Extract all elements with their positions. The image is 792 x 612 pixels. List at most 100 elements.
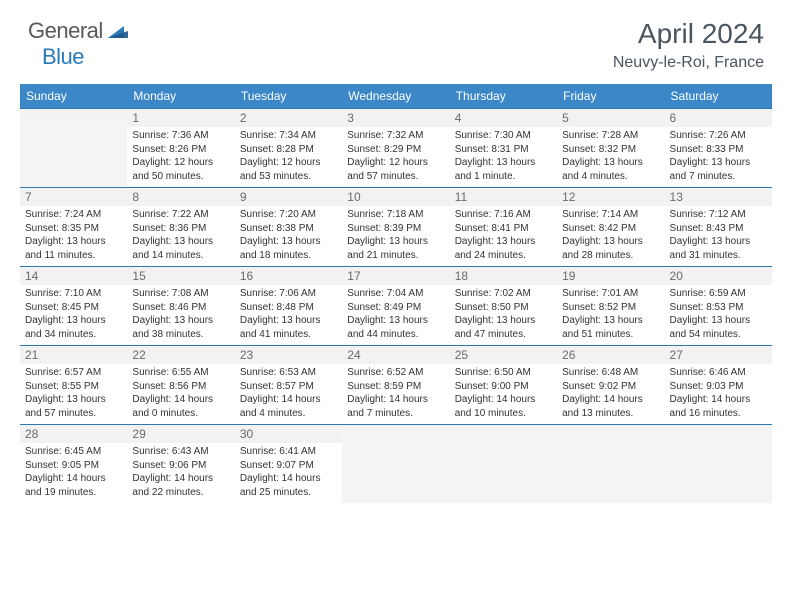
day-number: 26 <box>557 346 664 364</box>
sunrise-text: Sunrise: 6:48 AM <box>562 366 659 380</box>
sunrise-text: Sunrise: 7:36 AM <box>132 129 229 143</box>
day-number: 17 <box>342 267 449 285</box>
day-sun-info: Sunrise: 7:30 AMSunset: 8:31 PMDaylight:… <box>455 129 552 183</box>
day-number: 25 <box>450 346 557 364</box>
daylight-text: Daylight: 12 hours and 57 minutes. <box>347 156 444 183</box>
daylight-text: Daylight: 13 hours and 54 minutes. <box>670 314 767 341</box>
sunset-text: Sunset: 8:46 PM <box>132 301 229 315</box>
calendar-day-cell: 2Sunrise: 7:34 AMSunset: 8:28 PMDaylight… <box>235 109 342 187</box>
calendar-day-cell: 30 Sunrise: 6:41 AMSunset: 9:07 PMDayligh… <box>235 425 342 503</box>
sunrise-text: Sunrise: 7:22 AM <box>132 208 229 222</box>
day-number: 22 <box>127 346 234 364</box>
title-block: April 2024 Neuvy-le-Roi, France <box>613 18 764 72</box>
day-sun-info: Sunrise: 7:01 AMSunset: 8:52 PMDaylight:… <box>562 287 659 341</box>
calendar-day-cell: 22 Sunrise: 6:55 AMSunset: 8:56 PMDayligh… <box>127 346 234 424</box>
day-number: 4 <box>450 109 557 127</box>
sunset-text: Sunset: 8:26 PM <box>132 143 229 157</box>
calendar-day-cell <box>342 425 449 503</box>
daylight-text: Daylight: 14 hours and 22 minutes. <box>132 472 229 499</box>
calendar-day-cell: 5Sunrise: 7:28 AMSunset: 8:32 PMDaylight… <box>557 109 664 187</box>
calendar-grid: Sunday Monday Tuesday Wednesday Thursday… <box>20 84 772 503</box>
day-sun-info: Sunrise: 7:06 AMSunset: 8:48 PMDaylight:… <box>240 287 337 341</box>
weekday-header: Wednesday <box>342 84 449 108</box>
sunset-text: Sunset: 8:36 PM <box>132 222 229 236</box>
weekday-header: Saturday <box>665 84 772 108</box>
sunset-text: Sunset: 8:31 PM <box>455 143 552 157</box>
day-number: 3 <box>342 109 449 127</box>
sunset-text: Sunset: 8:39 PM <box>347 222 444 236</box>
calendar-day-cell: 16 Sunrise: 7:06 AMSunset: 8:48 PMDayligh… <box>235 267 342 345</box>
sunset-text: Sunset: 8:29 PM <box>347 143 444 157</box>
day-sun-info: Sunrise: 7:14 AMSunset: 8:42 PMDaylight:… <box>562 208 659 262</box>
day-number: 19 <box>557 267 664 285</box>
sunrise-text: Sunrise: 7:26 AM <box>670 129 767 143</box>
sunrise-text: Sunrise: 7:08 AM <box>132 287 229 301</box>
sunset-text: Sunset: 8:38 PM <box>240 222 337 236</box>
daylight-text: Daylight: 13 hours and 41 minutes. <box>240 314 337 341</box>
day-sun-info: Sunrise: 7:22 AMSunset: 8:36 PMDaylight:… <box>132 208 229 262</box>
calendar-day-cell: 6Sunrise: 7:26 AMSunset: 8:33 PMDaylight… <box>665 109 772 187</box>
day-sun-info: Sunrise: 7:04 AMSunset: 8:49 PMDaylight:… <box>347 287 444 341</box>
sunset-text: Sunset: 8:50 PM <box>455 301 552 315</box>
day-sun-info: Sunrise: 6:50 AMSunset: 9:00 PMDaylight:… <box>455 366 552 420</box>
sunset-text: Sunset: 8:43 PM <box>670 222 767 236</box>
sunrise-text: Sunrise: 7:14 AM <box>562 208 659 222</box>
weekday-header: Monday <box>127 84 234 108</box>
calendar-day-cell: 15Sunrise: 7:08 AMSunset: 8:46 PMDayligh… <box>127 267 234 345</box>
daylight-text: Daylight: 13 hours and 57 minutes. <box>25 393 122 420</box>
day-sun-info: Sunrise: 6:55 AMSunset: 8:56 PMDaylight:… <box>132 366 229 420</box>
day-sun-info: Sunrise: 6:41 AMSunset: 9:07 PMDaylight:… <box>240 445 337 499</box>
sunset-text: Sunset: 8:35 PM <box>25 222 122 236</box>
sunset-text: Sunset: 8:45 PM <box>25 301 122 315</box>
sunrise-text: Sunrise: 6:55 AM <box>132 366 229 380</box>
daylight-text: Daylight: 13 hours and 44 minutes. <box>347 314 444 341</box>
day-number: 15 <box>127 267 234 285</box>
day-sun-info: Sunrise: 7:10 AMSunset: 8:45 PMDaylight:… <box>25 287 122 341</box>
day-sun-info: Sunrise: 6:53 AMSunset: 8:57 PMDaylight:… <box>240 366 337 420</box>
sunrise-text: Sunrise: 7:20 AM <box>240 208 337 222</box>
sunset-text: Sunset: 8:28 PM <box>240 143 337 157</box>
day-number: 8 <box>127 188 234 206</box>
day-sun-info: Sunrise: 7:12 AMSunset: 8:43 PMDaylight:… <box>670 208 767 262</box>
sunset-text: Sunset: 9:02 PM <box>562 380 659 394</box>
sunrise-text: Sunrise: 7:04 AM <box>347 287 444 301</box>
calendar-day-cell: 18Sunrise: 7:02 AMSunset: 8:50 PMDayligh… <box>450 267 557 345</box>
daylight-text: Daylight: 14 hours and 0 minutes. <box>132 393 229 420</box>
day-number: 2 <box>235 109 342 127</box>
calendar-day-cell: 11Sunrise: 7:16 AMSunset: 8:41 PMDayligh… <box>450 188 557 266</box>
sunrise-text: Sunrise: 7:32 AM <box>347 129 444 143</box>
calendar-day-cell: 9Sunrise: 7:20 AMSunset: 8:38 PMDaylight… <box>235 188 342 266</box>
sunrise-text: Sunrise: 7:30 AM <box>455 129 552 143</box>
calendar-day-cell: 20Sunrise: 6:59 AMSunset: 8:53 PMDayligh… <box>665 267 772 345</box>
calendar-day-cell <box>665 425 772 503</box>
sunset-text: Sunset: 8:41 PM <box>455 222 552 236</box>
calendar-day-cell <box>557 425 664 503</box>
day-number: 14 <box>20 267 127 285</box>
day-number: 21 <box>20 346 127 364</box>
calendar-week-row: 14 Sunrise: 7:10 AMSunset: 8:45 PMDayligh… <box>20 266 772 345</box>
page-title: April 2024 <box>613 18 764 50</box>
daylight-text: Daylight: 13 hours and 4 minutes. <box>562 156 659 183</box>
day-sun-info: Sunrise: 7:02 AMSunset: 8:50 PMDaylight:… <box>455 287 552 341</box>
day-number: 23 <box>235 346 342 364</box>
day-number: 10 <box>342 188 449 206</box>
sunrise-text: Sunrise: 7:01 AM <box>562 287 659 301</box>
day-sun-info: Sunrise: 7:32 AMSunset: 8:29 PMDaylight:… <box>347 129 444 183</box>
day-sun-info: Sunrise: 6:43 AMSunset: 9:06 PMDaylight:… <box>132 445 229 499</box>
calendar-day-cell: 8 Sunrise: 7:22 AMSunset: 8:36 PMDaylight… <box>127 188 234 266</box>
calendar-day-cell: 28Sunrise: 6:45 AMSunset: 9:05 PMDayligh… <box>20 425 127 503</box>
calendar-day-cell: 1Sunrise: 7:36 AMSunset: 8:26 PMDaylight… <box>127 109 234 187</box>
calendar-day-cell: 10Sunrise: 7:18 AMSunset: 8:39 PMDayligh… <box>342 188 449 266</box>
sunset-text: Sunset: 8:33 PM <box>670 143 767 157</box>
daylight-text: Daylight: 13 hours and 1 minute. <box>455 156 552 183</box>
day-number: 16 <box>235 267 342 285</box>
daylight-text: Daylight: 14 hours and 10 minutes. <box>455 393 552 420</box>
page-header: General Blue April 2024 Neuvy-le-Roi, Fr… <box>0 0 792 80</box>
day-number: 1 <box>127 109 234 127</box>
day-sun-info: Sunrise: 7:24 AMSunset: 8:35 PMDaylight:… <box>25 208 122 262</box>
day-sun-info: Sunrise: 7:20 AMSunset: 8:38 PMDaylight:… <box>240 208 337 262</box>
day-sun-info: Sunrise: 6:46 AMSunset: 9:03 PMDaylight:… <box>670 366 767 420</box>
day-number: 28 <box>20 425 127 443</box>
day-number: 30 <box>235 425 342 443</box>
calendar-day-cell: 19 Sunrise: 7:01 AMSunset: 8:52 PMDayligh… <box>557 267 664 345</box>
